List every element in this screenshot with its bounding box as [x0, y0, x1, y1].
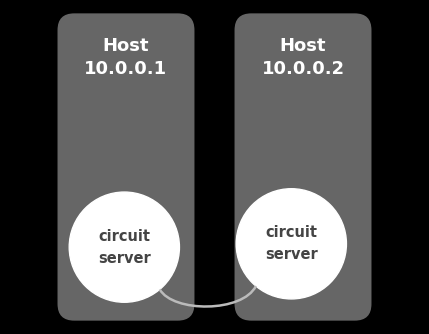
Text: Host
10.0.0.2: Host 10.0.0.2: [261, 37, 344, 78]
Text: circuit
server: circuit server: [98, 228, 151, 266]
Text: circuit
server: circuit server: [265, 225, 318, 263]
FancyBboxPatch shape: [235, 13, 372, 321]
Circle shape: [236, 189, 347, 299]
FancyBboxPatch shape: [57, 13, 194, 321]
Text: Host
10.0.0.1: Host 10.0.0.1: [85, 37, 168, 78]
Circle shape: [69, 192, 179, 302]
